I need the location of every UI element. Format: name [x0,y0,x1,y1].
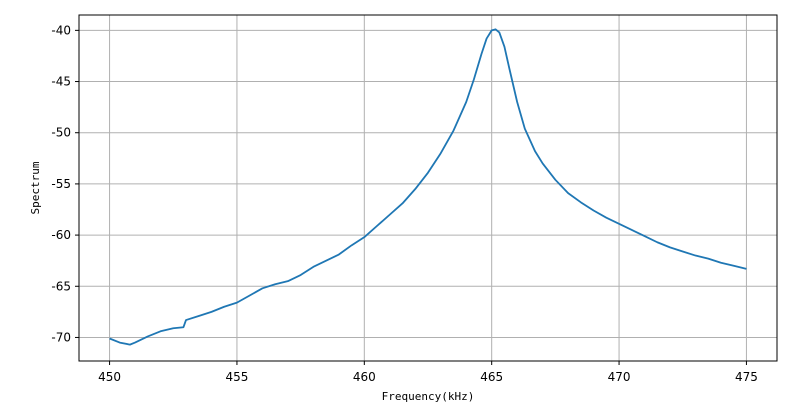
y-tick-label: -40 [51,23,71,37]
tick-marks [75,29,747,365]
y-axis-label: Spectrum [29,161,42,214]
y-tick-label: -70 [51,330,71,344]
x-axis-label: Frequency(kHz) [382,390,475,403]
y-tick-label: -60 [51,228,71,242]
x-tick-labels: 450 455 460 465 470 475 [98,370,758,384]
x-tick-label: 475 [735,370,758,384]
series-line-spectrum [109,28,747,346]
y-tick-labels: -40 -45 -50 -55 -60 -65 -70 [51,23,71,344]
x-tick-label: 460 [353,370,376,384]
grid-lines [79,15,777,361]
x-tick-label: 455 [225,370,248,384]
y-tick-label: -65 [51,279,71,293]
y-tick-label: -50 [51,126,71,140]
plot-frame [78,14,778,362]
x-tick-label: 470 [608,370,631,384]
y-tick-label: -45 [51,75,71,89]
x-tick-label: 450 [98,370,121,384]
y-tick-label: -55 [51,177,71,191]
x-tick-label: 465 [480,370,503,384]
